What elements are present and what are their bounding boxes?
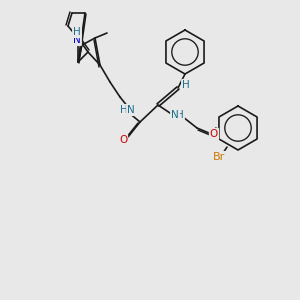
Text: Br: Br <box>213 152 225 162</box>
Text: H: H <box>176 110 184 120</box>
Text: H: H <box>182 80 190 90</box>
Text: N: N <box>127 105 135 115</box>
Text: O: O <box>210 129 218 139</box>
Text: N: N <box>171 110 179 120</box>
Text: H: H <box>120 105 128 115</box>
Text: O: O <box>119 135 127 145</box>
Text: H: H <box>73 27 81 37</box>
Text: N: N <box>73 35 81 45</box>
